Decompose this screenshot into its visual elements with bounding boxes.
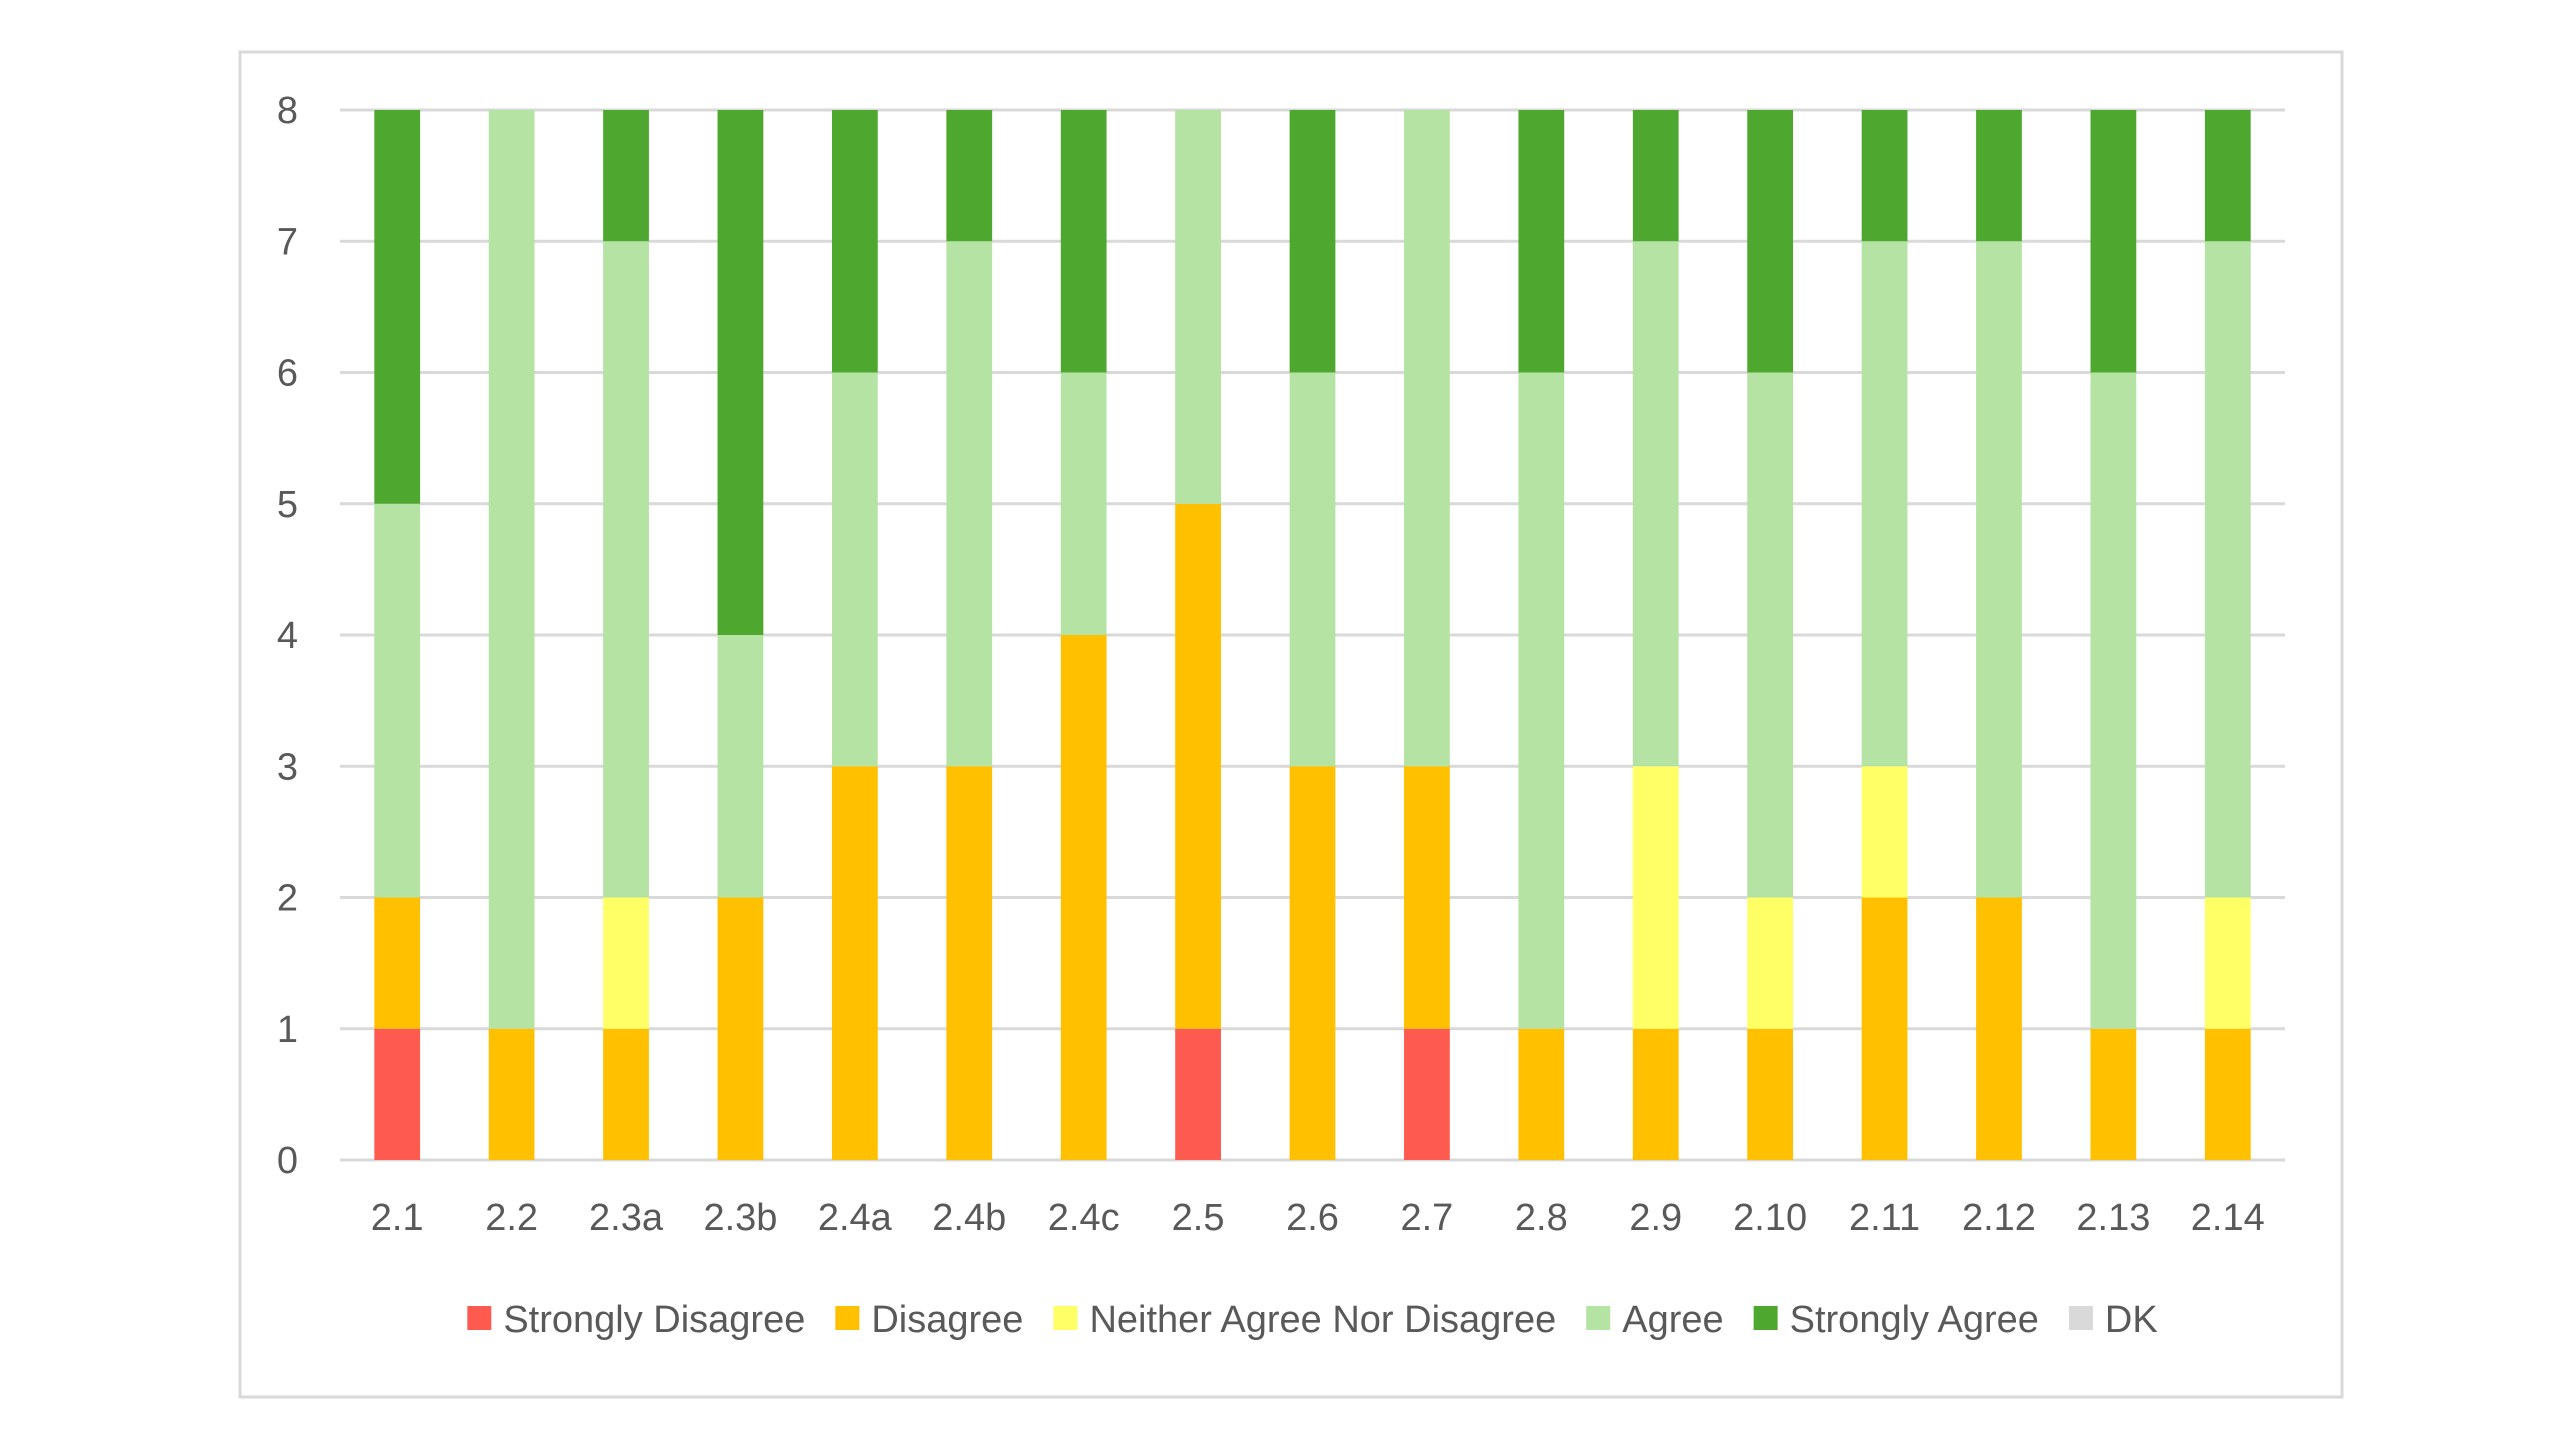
- x-tick-label: 2.10: [1733, 1197, 1807, 1239]
- bar-segment: [1061, 635, 1107, 1160]
- bar-segment: [1862, 110, 1908, 241]
- legend-label: Strongly Agree: [1790, 1299, 2039, 1341]
- bar-segment: [1061, 373, 1107, 636]
- bar-segment: [1290, 110, 1336, 373]
- y-tick-label: 1: [277, 1009, 298, 1051]
- legend-swatch: [1754, 1306, 1778, 1330]
- x-tick-label: 2.2: [485, 1197, 538, 1239]
- bar-segment: [718, 635, 764, 898]
- bar-segment: [1404, 1029, 1450, 1160]
- bar-segment: [832, 766, 878, 1160]
- chart-container: 012345678 2.1 2.2 2.3a 2.3b 2.4a 2.4b 2.4c 2.5 2…: [0, 0, 2560, 1440]
- bar-segment: [832, 110, 878, 373]
- bar-segment: [1633, 241, 1679, 766]
- bar-segment: [2205, 1029, 2251, 1160]
- legend-label: Neither Agree Nor Disagree: [1089, 1299, 1556, 1341]
- bar-segment: [1976, 241, 2022, 897]
- x-tick-label: 2.1: [371, 1197, 424, 1239]
- y-tick-label: 2: [277, 878, 298, 920]
- bar-segment: [1862, 898, 1908, 1161]
- bar-segment: [2205, 241, 2251, 897]
- bar-segment: [1976, 898, 2022, 1161]
- bar-segment: [603, 898, 649, 1029]
- bar-segment: [2205, 110, 2251, 241]
- bar-segment: [374, 110, 420, 504]
- bar-segment: [832, 373, 878, 767]
- bar-segment: [1518, 1029, 1564, 1160]
- legend-label: Disagree: [871, 1299, 1023, 1341]
- x-tick-label: 2.3b: [703, 1197, 777, 1239]
- legend: Strongly Disagree Disagree Neither Agree N…: [467, 1299, 2157, 1341]
- bar-segment: [1518, 373, 1564, 1029]
- bar-segment: [1633, 766, 1679, 1029]
- x-axis-tick-labels: 2.1 2.2 2.3a 2.3b 2.4a 2.4b 2.4c 2.5 2.6 2.7 2.8 2.…: [371, 1197, 2265, 1239]
- x-tick-label: 2.9: [1629, 1197, 1682, 1239]
- bar-segment: [2091, 110, 2137, 373]
- stacked-bar-chart: 012345678 2.1 2.2 2.3a 2.3b 2.4a 2.4b 2.4c 2.5 2…: [0, 0, 2560, 1440]
- bar-segment: [374, 898, 420, 1029]
- bar-segment: [2091, 373, 2137, 1029]
- bar-segment: [603, 110, 649, 241]
- y-tick-label: 3: [277, 746, 298, 788]
- bar-segment: [1747, 373, 1793, 898]
- y-tick-label: 4: [277, 615, 298, 657]
- bar-segment: [1290, 373, 1336, 767]
- x-tick-label: 2.11: [1849, 1197, 1920, 1239]
- legend-swatch: [2069, 1306, 2093, 1330]
- x-tick-label: 2.7: [1400, 1197, 1453, 1239]
- bar-segment: [1976, 110, 2022, 241]
- legend-label: Strongly Disagree: [503, 1299, 805, 1341]
- bar-segment: [1633, 1029, 1679, 1160]
- x-tick-label: 2.4c: [1048, 1197, 1120, 1239]
- bar-segment: [374, 1029, 420, 1160]
- legend-swatch: [1053, 1306, 1077, 1330]
- x-tick-label: 2.13: [2076, 1197, 2150, 1239]
- legend-swatch: [835, 1306, 859, 1330]
- y-axis-tick-labels: 0 1 2 3 4 5 6 7 8: [277, 90, 298, 1182]
- bar-segment: [1747, 1029, 1793, 1160]
- legend-label: Agree: [1622, 1299, 1723, 1341]
- bar-segment: [1175, 504, 1221, 1029]
- bar-segment: [489, 1029, 535, 1160]
- bar-segment: [1404, 110, 1450, 766]
- bar-segment: [1404, 766, 1450, 1029]
- x-tick-label: 2.3a: [589, 1197, 664, 1239]
- bar-segment: [1862, 766, 1908, 897]
- bar-segment: [946, 110, 992, 241]
- x-tick-label: 2.4a: [818, 1197, 893, 1239]
- y-tick-label: 7: [277, 221, 298, 263]
- y-tick-label: 6: [277, 353, 298, 395]
- x-tick-label: 2.6: [1286, 1197, 1339, 1239]
- legend-swatch: [467, 1306, 491, 1330]
- bar-segment: [718, 110, 764, 635]
- bar-segment: [1633, 110, 1679, 241]
- bar-segment: [1747, 110, 1793, 373]
- x-tick-label: 2.5: [1172, 1197, 1225, 1239]
- bar-segment: [489, 110, 535, 1029]
- y-tick-label: 0: [277, 1140, 298, 1182]
- bar-segment: [603, 241, 649, 897]
- x-tick-label: 2.14: [2191, 1197, 2265, 1239]
- legend-label: DK: [2105, 1299, 2158, 1341]
- bar-segment: [718, 898, 764, 1161]
- x-tick-label: 2.8: [1515, 1197, 1568, 1239]
- bar-segment: [946, 241, 992, 766]
- y-tick-label: 8: [277, 90, 298, 132]
- legend-swatch: [1586, 1306, 1610, 1330]
- bar-segment: [2091, 1029, 2137, 1160]
- bar-segment: [2205, 898, 2251, 1029]
- bar-segment: [1862, 241, 1908, 766]
- bar-segment: [1747, 898, 1793, 1029]
- bar-segment: [1175, 1029, 1221, 1160]
- x-tick-label: 2.4b: [932, 1197, 1006, 1239]
- bar-segment: [1290, 766, 1336, 1160]
- bar-segment: [1518, 110, 1564, 373]
- bar-segment: [603, 1029, 649, 1160]
- y-tick-label: 5: [277, 484, 298, 526]
- bar-segment: [1175, 110, 1221, 504]
- bar-segment: [1061, 110, 1107, 373]
- bar-segment: [946, 766, 992, 1160]
- x-tick-label: 2.12: [1962, 1197, 2036, 1239]
- bar-segment: [374, 504, 420, 898]
